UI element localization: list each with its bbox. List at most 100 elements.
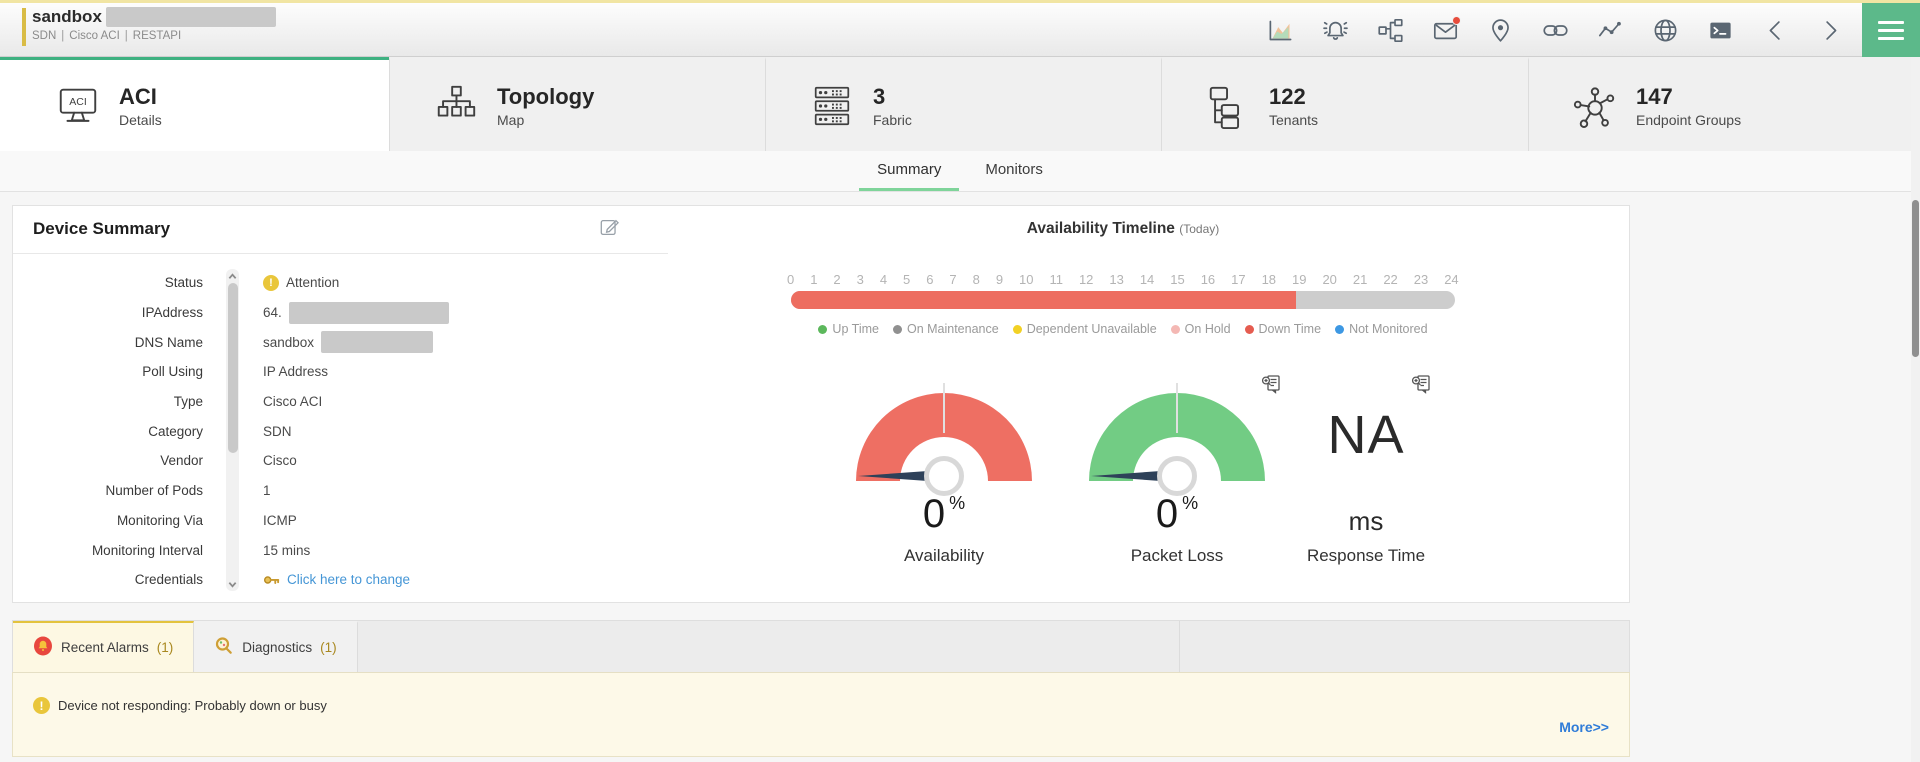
tab-label: Diagnostics	[242, 640, 313, 655]
legend-dot	[1244, 324, 1254, 334]
scroll-down-icon[interactable]	[226, 578, 239, 590]
tab-diagnostics[interactable]: Diagnostics (1)	[194, 621, 358, 672]
timeline-bar-down	[791, 291, 1296, 309]
nav-card-tenants[interactable]: 122 Tenants	[1161, 57, 1528, 151]
endpoint-molecule-icon	[1572, 83, 1618, 129]
tab-bar-divider	[1179, 621, 1180, 673]
timeline-period: (Today)	[1179, 222, 1220, 236]
hour-tick-label: 7	[949, 272, 957, 287]
tab-count: (1)	[156, 640, 174, 655]
legend-item: Dependent Unavailable	[1012, 322, 1157, 336]
fabric-servers-icon	[809, 83, 855, 129]
field-row-vendor: Vendor Cisco	[160, 453, 297, 469]
nav-card-topology-map[interactable]: Topology Map	[389, 57, 765, 151]
hour-tick-label: 3	[856, 272, 864, 287]
realtime-graph-icon[interactable]	[1590, 10, 1630, 50]
legend-dot	[818, 324, 828, 334]
tab-recent-alarms[interactable]: Recent Alarms (1)	[13, 621, 195, 672]
fields-scrollbar[interactable]	[226, 269, 239, 591]
card-subtitle: Endpoint Groups	[1636, 111, 1742, 128]
card-count: 122	[1269, 83, 1306, 109]
link-icon[interactable]	[1535, 10, 1575, 50]
status-value: Attention	[286, 275, 340, 291]
hour-tick-label: 6	[926, 272, 934, 287]
header-toolbar	[1260, 3, 1850, 57]
legend-item: On Maintenance	[892, 322, 999, 336]
alarms-bell-icon[interactable]	[1315, 10, 1355, 50]
mail-icon[interactable]	[1425, 10, 1465, 50]
hour-tick-label: 2	[833, 272, 841, 287]
gauge-hub	[924, 456, 964, 496]
svg-text:ACI: ACI	[69, 96, 87, 108]
terminal-icon[interactable]	[1700, 10, 1740, 50]
header-bar: sandbox SDN | Cisco ACI | RESTAPI	[0, 3, 1920, 57]
field-row-monitoring-interval: Monitoring Interval 15 mins	[91, 542, 311, 558]
breadcrumb-category: SDN	[32, 30, 57, 42]
hour-tick-label: 12	[1078, 272, 1094, 287]
more-link[interactable]: More>>	[1559, 719, 1609, 735]
nav-cards: ACI ACI Details Topology Map 3 Fabric	[0, 57, 1920, 151]
response-time-label: Response Time	[1306, 546, 1426, 565]
redacted-ip	[288, 301, 449, 324]
hour-tick-label: 16	[1200, 272, 1216, 287]
hour-tick-label: 8	[972, 272, 980, 287]
fields-scrollbar-thumb[interactable]	[227, 283, 238, 453]
dns-value: sandbox	[263, 334, 315, 350]
hour-tick-label: 20	[1322, 272, 1337, 287]
hour-tick-label: 17	[1231, 272, 1246, 287]
hour-tick-label: 24	[1444, 272, 1459, 287]
device-accent-bar	[22, 8, 26, 46]
performance-chart-icon[interactable]	[1260, 10, 1300, 50]
legend-dot	[1170, 324, 1180, 334]
card-title: ACI	[119, 83, 157, 109]
field-row-type: Type Cisco ACI	[173, 394, 323, 410]
field-row-monitoring-via: Monitoring Via ICMP	[116, 512, 297, 528]
nav-card-endpoint-groups[interactable]: 147 Endpoint Groups	[1528, 57, 1920, 151]
card-subtitle: Fabric	[873, 111, 912, 128]
packet-loss-gauge	[1089, 383, 1265, 497]
legend-dot	[892, 324, 902, 334]
top-accent-line	[0, 0, 1920, 3]
packet-loss-report-icon[interactable]	[1261, 374, 1281, 394]
tab-summary[interactable]: Summary	[859, 151, 960, 191]
web-globe-icon[interactable]	[1645, 10, 1685, 50]
tenants-hierarchy-icon	[1205, 83, 1251, 129]
nav-card-aci-details[interactable]: ACI ACI Details	[0, 57, 389, 151]
response-time-report-icon[interactable]	[1411, 374, 1431, 394]
page-scrollbar-thumb[interactable]	[1912, 200, 1919, 357]
availability-gauge	[856, 383, 1032, 497]
card-subtitle: Tenants	[1269, 111, 1319, 128]
nav-card-fabric[interactable]: 3 Fabric	[765, 57, 1161, 151]
legend-item: On Hold	[1170, 322, 1231, 336]
workflow-icon[interactable]	[1370, 10, 1410, 50]
scroll-up-icon[interactable]	[226, 270, 239, 282]
hour-tick-label: 19	[1292, 272, 1307, 287]
card-count: 147	[1636, 83, 1673, 109]
timeline-bar	[791, 291, 1455, 309]
hamburger-menu-button[interactable]	[1862, 3, 1920, 57]
field-row-pods: Number of Pods 1	[105, 483, 271, 499]
tab-monitors[interactable]: Monitors	[985, 161, 1043, 178]
location-icon[interactable]	[1480, 10, 1520, 50]
chevron-right-icon[interactable]	[1810, 10, 1850, 50]
card-subtitle: Details	[119, 111, 162, 128]
card-subtitle: Map	[497, 111, 525, 128]
breadcrumb-protocol: RESTAPI	[132, 30, 182, 42]
gauge-top-tick	[943, 383, 945, 433]
page-scrollbar[interactable]	[1911, 57, 1920, 762]
view-tabs: Summary Monitors	[0, 151, 1920, 192]
field-row-category: Category SDN	[148, 423, 292, 439]
device-summary-title: Device Summary	[33, 219, 171, 238]
change-credentials-link[interactable]: Click here to change	[287, 572, 411, 588]
chevron-left-icon[interactable]	[1755, 10, 1795, 50]
field-row-dnsname: DNS Name sandbox	[13, 327, 653, 357]
breadcrumb-type: Cisco ACI	[69, 30, 120, 42]
packet-loss-label: Packet Loss	[1130, 546, 1224, 565]
edit-device-icon[interactable]	[599, 217, 623, 241]
redacted-dns	[321, 331, 434, 354]
diagnostics-magnifier-icon	[214, 636, 234, 659]
availability-label: Availability	[903, 546, 984, 565]
legend-dot	[1012, 324, 1022, 334]
timeline-title: Availability Timeline (Today)	[1026, 220, 1220, 237]
hour-tick-label: 14	[1139, 272, 1155, 287]
